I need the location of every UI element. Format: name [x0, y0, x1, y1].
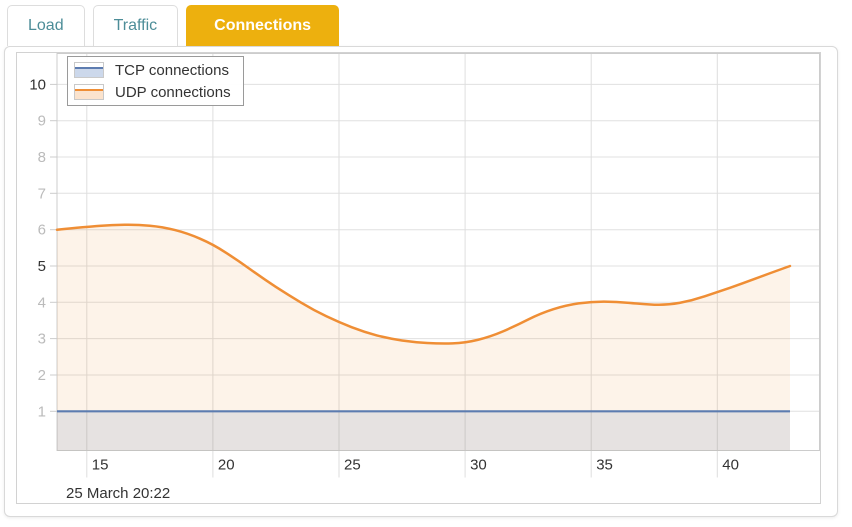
legend-label-udp: UDP connections	[115, 83, 231, 101]
svg-text:25: 25	[344, 457, 361, 474]
svg-text:10: 10	[29, 76, 46, 93]
svg-text:4: 4	[38, 294, 46, 311]
tab-connections-label: Connections	[214, 16, 312, 34]
legend-label-tcp: TCP connections	[115, 61, 229, 79]
svg-text:40: 40	[722, 457, 739, 474]
svg-text:7: 7	[38, 185, 46, 202]
svg-text:1: 1	[38, 403, 46, 420]
svg-text:6: 6	[38, 222, 46, 239]
chart-frame	[16, 52, 821, 504]
svg-text:5: 5	[38, 258, 46, 275]
tab-load[interactable]: Load	[7, 5, 85, 46]
svg-text:3: 3	[38, 331, 46, 348]
svg-text:9: 9	[38, 113, 46, 130]
svg-text:8: 8	[38, 149, 46, 166]
tab-traffic[interactable]: Traffic	[92, 5, 179, 46]
tcp-series-swatch-icon	[74, 62, 104, 78]
legend-item-udp: UDP connections	[74, 81, 231, 103]
svg-text:30: 30	[470, 457, 487, 474]
tab-load-label: Load	[28, 17, 64, 34]
tab-connections[interactable]: Connections	[186, 5, 340, 46]
tab-traffic-label: Traffic	[113, 17, 158, 34]
svg-text:2: 2	[38, 367, 46, 384]
udp-series-swatch-icon	[74, 84, 104, 100]
svg-text:20: 20	[218, 457, 235, 474]
svg-text:15: 15	[92, 457, 109, 474]
tab-bar: Load Traffic Connections	[7, 5, 340, 46]
chart-date-label: 25 March 20:22	[66, 485, 171, 502]
legend-item-tcp: TCP connections	[74, 59, 231, 81]
chart-legend: TCP connections UDP connections	[67, 56, 244, 106]
svg-text:35: 35	[596, 457, 613, 474]
